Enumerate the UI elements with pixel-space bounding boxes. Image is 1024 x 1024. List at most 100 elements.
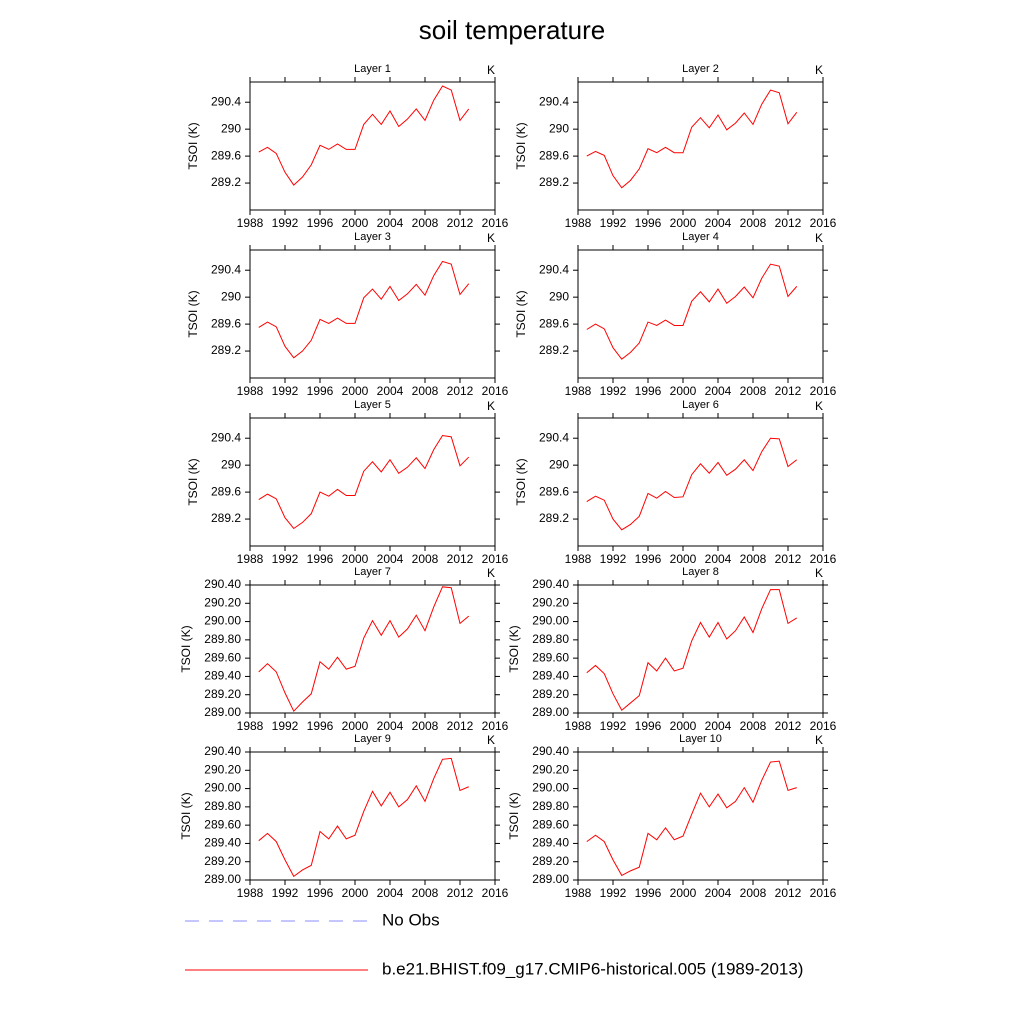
- x-tick-label: 2000: [342, 216, 369, 230]
- x-tick-label: 2004: [377, 552, 404, 566]
- y-axis-label: TSOI (K): [179, 792, 193, 839]
- x-tick-label: 1996: [635, 886, 662, 900]
- y-tick-label: 289.6: [211, 484, 241, 498]
- y-tick-label: 290: [549, 289, 569, 303]
- y-tick-label: 289.6: [211, 316, 241, 330]
- x-tick-label: 2000: [670, 384, 697, 398]
- y-tick-label: 289.20: [532, 687, 569, 701]
- units-label: K: [815, 566, 823, 580]
- x-tick-label: 2016: [810, 719, 837, 733]
- y-tick-label: 290: [549, 457, 569, 471]
- y-tick-label: 289.00: [532, 705, 569, 719]
- y-tick-label: 290.4: [539, 94, 569, 108]
- data-line: [586, 263, 798, 360]
- x-tick-label: 2016: [810, 552, 837, 566]
- y-tick-label: 290.20: [204, 762, 241, 776]
- x-tick-label: 2004: [705, 552, 732, 566]
- x-tick-label: 2012: [775, 552, 802, 566]
- y-tick-label: 290.40: [532, 577, 569, 591]
- y-tick-label: 289.40: [532, 669, 569, 683]
- x-tick-label: 2012: [447, 552, 474, 566]
- y-tick-label: 290: [221, 121, 241, 135]
- x-tick-label: 2016: [482, 384, 509, 398]
- data-line: [258, 85, 470, 186]
- y-tick-label: 289.00: [204, 872, 241, 886]
- y-tick-label: 289.6: [539, 148, 569, 162]
- x-tick-label: 1988: [237, 886, 264, 900]
- x-tick-label: 2008: [412, 886, 439, 900]
- y-tick-label: 290.20: [532, 762, 569, 776]
- y-tick-label: 290.40: [204, 744, 241, 758]
- x-tick-label: 1992: [600, 384, 627, 398]
- x-tick-label: 2000: [342, 719, 369, 733]
- y-axis-label: TSOI (K): [186, 122, 200, 169]
- y-tick-label: 289.80: [532, 799, 569, 813]
- x-tick-label: 2012: [775, 216, 802, 230]
- x-tick-label: 2008: [740, 216, 767, 230]
- y-tick-label: 289.6: [539, 484, 569, 498]
- x-tick-label: 2012: [447, 719, 474, 733]
- units-label: K: [815, 63, 823, 77]
- y-tick-label: 290.4: [211, 94, 241, 108]
- x-tick-label: 1996: [307, 552, 334, 566]
- x-tick-label: 2016: [482, 216, 509, 230]
- y-tick-label: 290.4: [539, 430, 569, 444]
- y-tick-label: 290.4: [539, 262, 569, 276]
- x-tick-label: 1988: [565, 719, 592, 733]
- data-line: [258, 434, 470, 530]
- y-tick-label: 289.60: [532, 650, 569, 664]
- y-tick-label: 289.00: [532, 872, 569, 886]
- x-tick-label: 1992: [272, 216, 299, 230]
- plot-frame: [249, 249, 496, 379]
- x-tick-label: 2008: [740, 719, 767, 733]
- x-tick-label: 1988: [565, 216, 592, 230]
- units-label: K: [487, 733, 495, 747]
- plot-frame: [249, 751, 496, 881]
- x-tick-label: 2016: [810, 384, 837, 398]
- x-tick-label: 1996: [307, 886, 334, 900]
- x-tick-label: 2000: [670, 886, 697, 900]
- x-tick-label: 2000: [670, 552, 697, 566]
- data-line: [586, 437, 798, 531]
- plot-frame: [577, 584, 824, 714]
- y-tick-label: 290.00: [204, 614, 241, 628]
- x-tick-label: 1996: [635, 384, 662, 398]
- y-tick-label: 289.00: [204, 705, 241, 719]
- y-axis-label: TSOI (K): [507, 792, 521, 839]
- y-axis-label: TSOI (K): [514, 122, 528, 169]
- units-label: K: [487, 566, 495, 580]
- panel-title: Layer 10: [679, 733, 722, 745]
- plot-frame: [249, 81, 496, 211]
- x-tick-label: 1992: [272, 552, 299, 566]
- plot-frame: [577, 417, 824, 547]
- x-tick-label: 2004: [377, 719, 404, 733]
- y-tick-label: 289.60: [204, 650, 241, 664]
- x-tick-label: 1988: [237, 552, 264, 566]
- y-tick-label: 290.20: [204, 595, 241, 609]
- figure-title: soil temperature: [419, 15, 605, 45]
- x-tick-label: 2016: [482, 886, 509, 900]
- x-tick-label: 1992: [600, 719, 627, 733]
- y-tick-label: 290.40: [532, 744, 569, 758]
- y-tick-label: 289.2: [539, 175, 569, 189]
- x-tick-label: 2012: [775, 886, 802, 900]
- data-line: [586, 760, 797, 877]
- panel-title: Layer 5: [354, 399, 391, 411]
- y-tick-label: 289.2: [539, 343, 569, 357]
- y-tick-label: 289.80: [204, 799, 241, 813]
- panel-title: Layer 2: [682, 63, 719, 75]
- x-tick-label: 1988: [565, 384, 592, 398]
- y-axis-label: TSOI (K): [186, 458, 200, 505]
- plot-frame: [577, 751, 824, 881]
- x-tick-label: 2016: [482, 552, 509, 566]
- y-tick-label: 290.00: [532, 781, 569, 795]
- x-tick-label: 1996: [635, 552, 662, 566]
- x-tick-label: 1988: [565, 552, 592, 566]
- x-tick-label: 2008: [412, 719, 439, 733]
- x-tick-label: 1996: [307, 384, 334, 398]
- legend-label: No Obs: [382, 910, 440, 929]
- y-axis-label: TSOI (K): [179, 625, 193, 672]
- y-tick-label: 289.40: [204, 669, 241, 683]
- legend-label: b.e21.BHIST.f09_g17.CMIP6-historical.005…: [382, 959, 803, 978]
- plot-frame: [249, 584, 496, 714]
